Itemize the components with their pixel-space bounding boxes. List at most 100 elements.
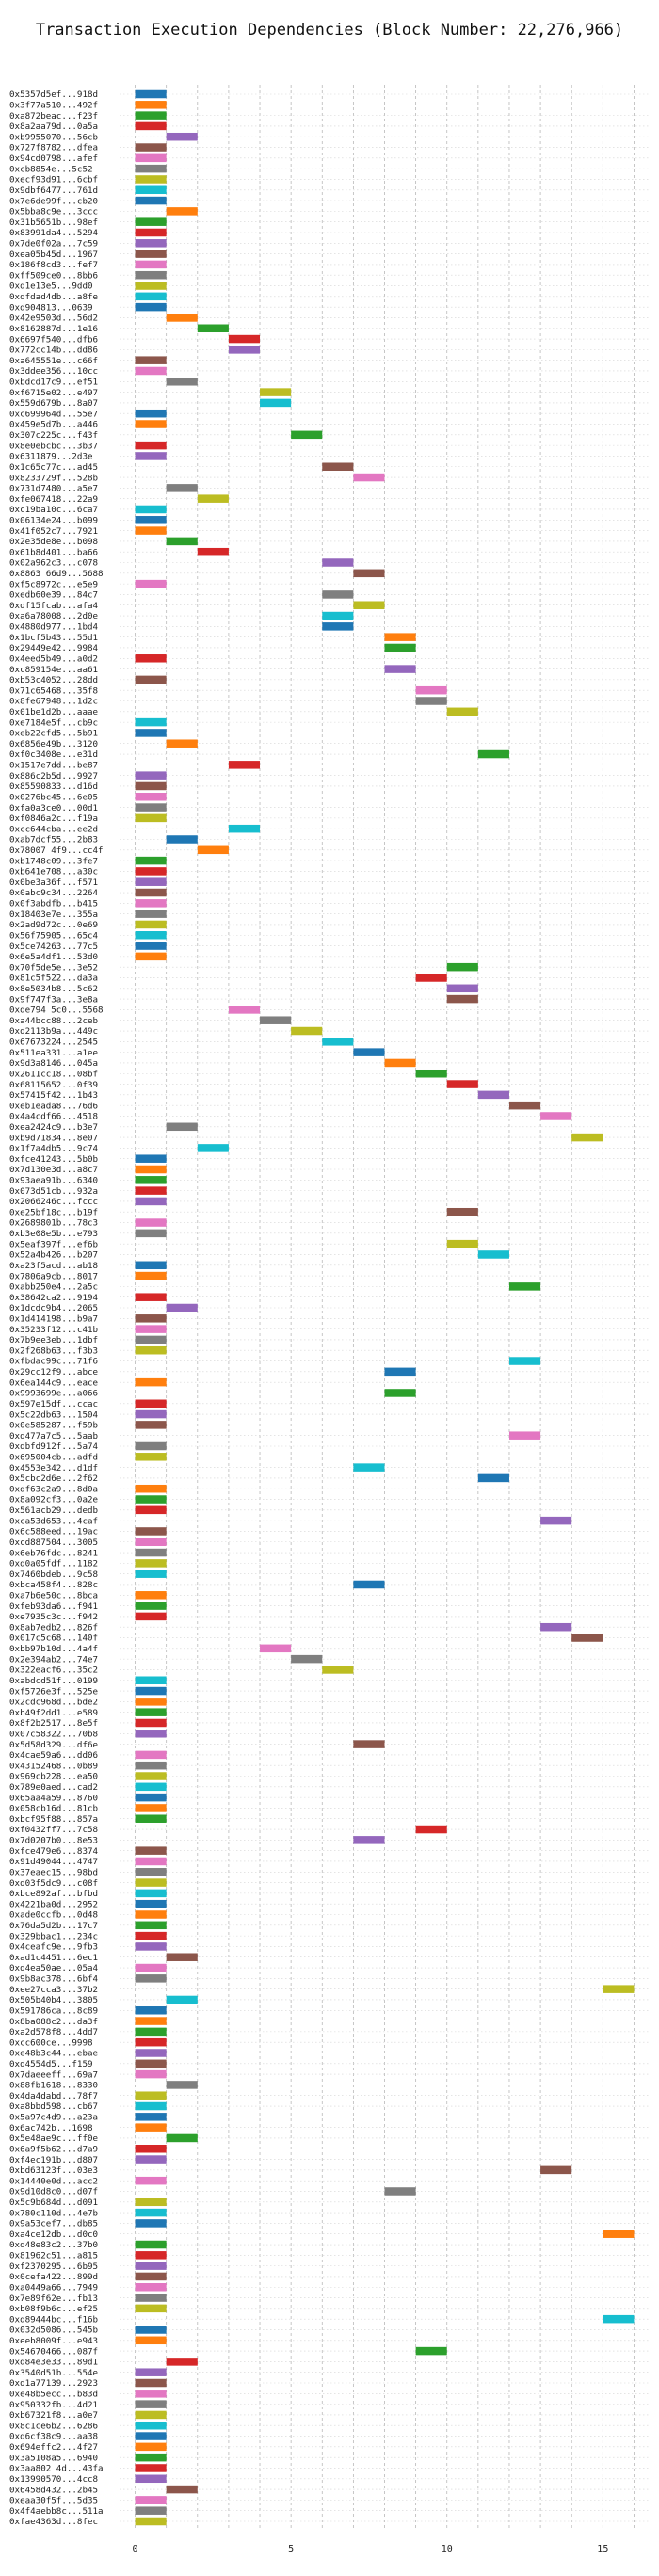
y-tick-label: 0x6a9f5b62...d7a9 bbox=[9, 2144, 98, 2154]
y-tick-label: 0x6e5a4df1...53d0 bbox=[9, 952, 98, 962]
transaction-bar bbox=[322, 590, 354, 599]
transaction-bar bbox=[166, 2485, 198, 2494]
y-tick-label: 0xe48b5ecc...b83d bbox=[9, 2390, 98, 2400]
transaction-bar bbox=[384, 2187, 416, 2196]
y-tick-label: 0x307c225c...f43f bbox=[9, 430, 98, 441]
y-tick-label: 0x7460bdeb...9c58 bbox=[9, 1570, 98, 1580]
transaction-bar bbox=[446, 1239, 478, 1248]
transaction-bar bbox=[135, 2251, 167, 2260]
transaction-bar bbox=[135, 1325, 167, 1333]
transaction-bar bbox=[135, 1750, 167, 1760]
y-tick-label: 0xb49f2dd1...e589 bbox=[9, 1708, 98, 1718]
y-tick-label: 0xfae4363d...8fec bbox=[9, 2517, 98, 2527]
y-tick-label: 0xdf63c2a9...8d0a bbox=[9, 1484, 98, 1494]
y-tick-label: 0x6c588eed...19ac bbox=[9, 1527, 98, 1538]
transaction-bar bbox=[135, 1165, 167, 1174]
transaction-bar bbox=[135, 452, 167, 460]
y-tick-label: 0xe7184e5f...cb9c bbox=[9, 717, 98, 728]
transaction-bar bbox=[135, 2145, 167, 2153]
y-tick-label: 0xea05b45d...1967 bbox=[9, 250, 98, 260]
y-tick-label: 0xc19ba10c...6ca7 bbox=[9, 505, 98, 515]
y-tick-label: 0x3a5108a5...6940 bbox=[9, 2453, 98, 2463]
transaction-bar bbox=[228, 346, 261, 354]
transaction-bar bbox=[135, 1804, 167, 1812]
transaction-bar bbox=[197, 494, 229, 503]
transaction-bar bbox=[135, 717, 167, 727]
transaction-bar bbox=[135, 2282, 167, 2292]
transaction-bar bbox=[135, 2390, 167, 2398]
transaction-bar bbox=[135, 2378, 167, 2388]
transaction-bar bbox=[135, 217, 167, 226]
transaction-bar bbox=[135, 1218, 167, 1227]
y-tick-label: 0xd84e3e33...89d1 bbox=[9, 2358, 98, 2368]
y-tick-label: 0x2e394ab2...74e7 bbox=[9, 1654, 98, 1665]
transaction-bar bbox=[135, 1921, 167, 1930]
transaction-bar bbox=[166, 207, 198, 216]
y-tick-label: 0x032d5086...545b bbox=[9, 2326, 98, 2336]
transaction-bar bbox=[135, 2464, 167, 2472]
transaction-bar bbox=[135, 1963, 167, 1972]
transaction-bar bbox=[322, 622, 354, 631]
transaction-bar bbox=[384, 633, 416, 641]
transaction-bar bbox=[135, 579, 167, 588]
y-tick-label: 0x073d51cb...932a bbox=[9, 1186, 98, 1197]
transaction-bar bbox=[135, 1495, 167, 1504]
y-tick-label: 0x57415f42...1b43 bbox=[9, 1090, 98, 1101]
transaction-bar bbox=[415, 685, 447, 695]
transaction-bar bbox=[571, 1634, 603, 1642]
transaction-bar bbox=[322, 1038, 354, 1046]
transaction-bar bbox=[603, 1985, 635, 1993]
y-tick-label: 0xd1e13e5...9dd0 bbox=[9, 282, 93, 292]
transaction-bar bbox=[135, 420, 167, 428]
y-tick-label: 0x7daeeeff...69a7 bbox=[9, 2069, 98, 2080]
y-tick-label: 0x0e585287...f59b bbox=[9, 1421, 98, 1431]
y-tick-label: 0x780c110d...4e7b bbox=[9, 2208, 98, 2218]
transaction-bar bbox=[135, 250, 167, 258]
transaction-bar bbox=[446, 707, 478, 716]
transaction-bar bbox=[135, 899, 167, 908]
y-tick-label: 0xcb8854e...5c52 bbox=[9, 164, 93, 174]
transaction-bar bbox=[135, 1335, 167, 1344]
y-tick-label: 0x329bbac1...234c bbox=[9, 1931, 98, 1941]
transaction-bar bbox=[135, 1708, 167, 1716]
y-tick-label: 0xd1a77139...2923 bbox=[9, 2378, 98, 2389]
y-tick-label: 0x1bcf5b43...55d1 bbox=[9, 633, 98, 643]
transaction-bar bbox=[197, 547, 229, 556]
y-tick-label: 0xfbdac99c...71f6 bbox=[9, 1357, 98, 1367]
transaction-bar bbox=[135, 952, 167, 961]
y-tick-label: 0xb641e708...a30c bbox=[9, 867, 98, 877]
transaction-bar bbox=[135, 793, 167, 801]
y-tick-label: 0xfce479e6...8374 bbox=[9, 1846, 99, 1857]
y-tick-label: 0x02a962c3...c078 bbox=[9, 558, 98, 569]
transaction-bar bbox=[228, 824, 261, 833]
y-tick-label: 0x4880d977...1bd4 bbox=[9, 622, 99, 633]
y-tick-label: 0xd477a7c5...5aab bbox=[9, 1431, 98, 1441]
transaction-bar bbox=[166, 1953, 198, 1961]
transaction-bar bbox=[446, 994, 478, 1004]
y-tick-label: 0x8ba088c2...da3f bbox=[9, 2017, 98, 2027]
transaction-bar bbox=[135, 2442, 167, 2452]
transaction-bar bbox=[135, 2059, 167, 2069]
y-tick-label: 0x2611cc18...08bf bbox=[9, 1069, 98, 1079]
y-tick-label: 0xe48b3c44...ebae bbox=[9, 2049, 98, 2059]
transaction-bar bbox=[135, 1698, 167, 1706]
transaction-bar bbox=[135, 441, 167, 450]
y-tick-label: 0x3540d51b...554e bbox=[9, 2368, 98, 2378]
y-tick-label: 0x8e0ebcbc...3b37 bbox=[9, 441, 98, 451]
y-tick-label: 0x71c65468...35f8 bbox=[9, 685, 98, 696]
transaction-bar bbox=[135, 1293, 167, 1301]
transaction-bar bbox=[135, 2294, 167, 2302]
transaction-bar bbox=[135, 867, 167, 876]
y-tick-label: 0xc699964d...55e7 bbox=[9, 409, 98, 419]
transaction-bar bbox=[135, 1772, 167, 1780]
y-tick-label: 0x56f75905...65c4 bbox=[9, 930, 99, 941]
y-tick-label: 0x8a092cf3...0a2e bbox=[9, 1495, 98, 1505]
transaction-bar bbox=[197, 324, 229, 333]
transaction-bar bbox=[446, 1207, 478, 1216]
y-tick-label: 0xd2113b9a...449c bbox=[9, 1026, 98, 1037]
y-tick-label: 0xa8bbd598...cb67 bbox=[9, 2101, 98, 2112]
transaction-bar bbox=[135, 1377, 167, 1387]
y-tick-label: 0x8233729f...528b bbox=[9, 473, 98, 483]
y-tick-label: 0x4da4dabd...78f7 bbox=[9, 2091, 98, 2101]
y-tick-label: 0xabdcd51f...0199 bbox=[9, 1676, 98, 1686]
